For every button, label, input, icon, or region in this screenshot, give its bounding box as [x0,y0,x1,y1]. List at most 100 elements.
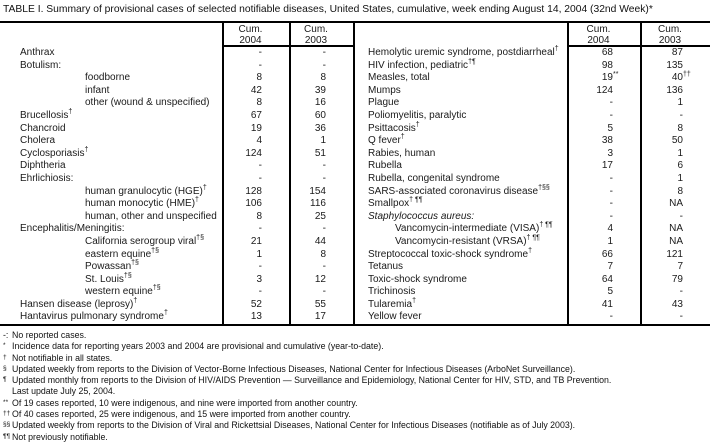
value-cell: - [222,172,289,186]
value-cell: NA [640,223,710,236]
disease-label: Vancomycin-intermediate (VISA)† ¶¶ [395,221,553,235]
footnote: †† Of 40 cases reported, 25 were indigeno… [3,409,710,420]
value-cell: - [567,109,640,123]
value-cell: 1 [567,235,640,249]
disease-label: Anthrax [20,47,55,58]
footnote-marker: †§ [123,272,132,280]
value-cell: 1 [640,172,710,186]
footnote-marker: ** [3,398,9,406]
footnote-marker: †† [3,410,11,418]
disease-label: Smallpox† ¶¶ [368,196,423,210]
value-cell: - [289,261,355,274]
disease-label: western equine†§ [85,284,161,298]
disease-label: Plague [368,97,400,109]
disease-label: Powassan†§ [85,259,139,273]
disease-label: infant [85,84,110,96]
footnote-marker: § [3,364,7,372]
value-cell: 8 [222,210,289,224]
footnote-marker: †¶ [468,58,476,66]
value-cell: - [222,261,289,274]
value-cell: - [640,210,710,224]
disease-label: Hantavirus pulmonary syndrome† [20,310,168,323]
disease-label: Yellow fever [368,311,422,323]
footnote: ¶ Updated monthly from reports to the Div… [3,375,710,386]
value-cell: - [222,160,289,173]
disease-label: Poliomyelitis, paralytic [368,109,467,121]
disease-label: Rubella, congenital syndrome [368,172,500,184]
header-cum-label: Cum. [304,24,328,35]
notifiable-diseases-table: Cum. 2004 Cum. 2003 Cum. 2004 Cum. 2003 … [0,21,710,327]
disease-label: foodborne [85,72,131,84]
footnote-marker: * [3,342,6,350]
value-cell: - [289,160,355,173]
value-cell: 25 [289,210,355,224]
value-cell: 8 [640,122,710,136]
footnote: † Not notifiable in all states. [3,353,710,364]
value-cell: - [640,311,710,325]
header-year-label: 2004 [587,35,610,47]
footnote-marker: † [84,146,89,154]
footnote-marker: ¶ [3,376,7,384]
footnote-marker: §§ [3,421,11,429]
value-cell: 42 [222,84,289,98]
header-cum-label: Cum. [238,24,263,35]
value-cell: 1 [289,135,355,148]
footnote: §§ Updated weekly from reports to the Div… [3,420,710,431]
value-cell: 67 [222,109,289,123]
footnote-text: Of 40 cases reported, 25 were indigenous… [12,409,351,420]
footnote-marker: † [554,45,559,53]
value-cell: - [289,47,355,60]
value-cell: 5 [567,286,640,299]
value-cell: - [289,172,355,186]
footnote: -: No reported cases. [3,330,710,341]
value-cell: - [567,311,640,325]
disease-label: Chancroid [20,122,66,134]
value-cell: - [567,210,640,224]
value-cell: 8 [289,72,355,85]
value-cell: 1 [640,147,710,161]
column-header-cum-2004-left: Cum. 2004 [222,23,289,47]
value-cell: 116 [289,198,355,211]
value-cell: 60 [289,109,355,123]
footnote-marker: † ¶¶ [526,234,540,242]
value-cell: 12 [289,273,355,287]
value-cell: - [289,223,355,236]
footnote-marker: ¶¶ [3,432,11,440]
value-cell: NA [640,235,710,249]
value-cell: 8 [640,185,710,199]
value-cell: 51 [289,147,355,161]
footnote: * Incidence data for reporting years 2003… [3,341,710,352]
footnote-marker: † [415,121,420,129]
value-cell: 4 [567,223,640,236]
disease-label: Staphylococcus aureus: [368,210,475,222]
footnote-text: Of 19 cases reported, 10 were indigenous… [12,397,358,408]
value-cell: 3 [567,147,640,161]
value-cell: 135 [640,59,710,73]
disease-label: California serogroup viral†§ [85,234,204,247]
value-cell: 1 [222,248,289,262]
footnote: § Updated weekly from reports to the Divi… [3,364,710,375]
disease-label: Botulism: [20,59,62,71]
footnote-marker: †§§ [538,184,550,192]
value-cell: 7 [567,261,640,274]
value-cell: 64 [567,273,640,287]
disease-label: Ehrlichiosis: [20,172,74,184]
value-cell: - [222,223,289,236]
value-cell: 8 [222,97,289,110]
header-year-label: 2003 [304,35,328,47]
value-cell: 55 [289,298,355,312]
footnote-text: Last update July 25, 2004. [12,386,116,397]
disease-label: Hansen disease (leprosy)† [20,297,138,310]
value-cell: 4 [222,135,289,148]
disease-label: Diphtheria [20,160,66,172]
footnotes-section: -: No reported cases. * Incidence data for … [3,330,710,443]
value-cell: NA [640,198,710,211]
footnote-text: No reported cases. [12,330,87,340]
value-cell: - [567,185,640,199]
footnote: ** Of 19 cases reported, 10 were indigeno… [3,398,710,409]
value-cell: - [222,286,289,299]
disease-label: Streptococcal toxic-shock syndrome† [368,247,532,260]
value-cell: 154 [289,185,355,199]
value-cell: 44 [289,235,355,249]
